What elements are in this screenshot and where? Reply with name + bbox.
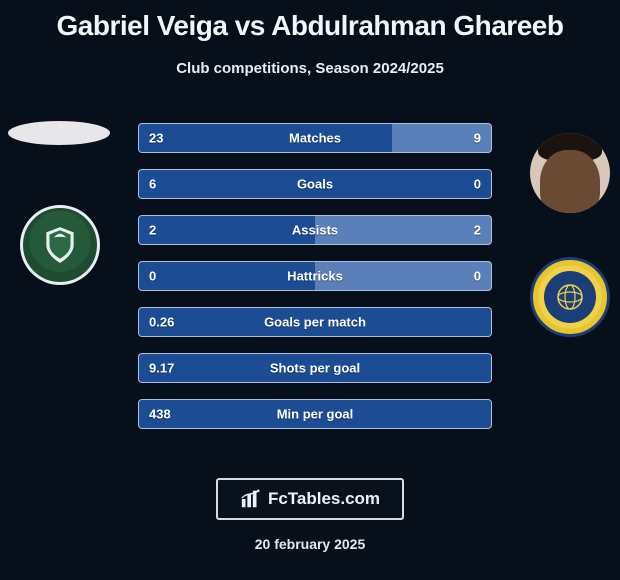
club-right-logo <box>530 257 610 337</box>
branding-footer: FcTables.com <box>0 478 620 520</box>
stat-label: Goals per match <box>264 315 366 330</box>
shield-icon <box>39 224 81 266</box>
stat-left-value: 0 <box>149 269 156 284</box>
comparison-stage: 23 Matches 9 6 Goals 0 2 Assists 2 0 Hattricks 0 0.2… <box>0 107 620 467</box>
site-logo[interactable]: FcTables.com <box>216 478 404 520</box>
stat-row: 23 Matches 9 <box>138 123 492 153</box>
stat-label: Matches <box>289 131 341 146</box>
bars-icon <box>240 488 262 510</box>
stat-label: Min per goal <box>277 407 354 422</box>
page-title: Gabriel Veiga vs Abdulrahman Ghareeb <box>0 0 620 42</box>
stat-left-value: 2 <box>149 223 156 238</box>
stat-bars: 23 Matches 9 6 Goals 0 2 Assists 2 0 Hattricks 0 0.2… <box>138 123 492 445</box>
stat-left-fill <box>139 124 392 152</box>
stat-right-value: 0 <box>474 177 481 192</box>
stat-label: Hattricks <box>287 269 343 284</box>
stat-row: 0 Hattricks 0 <box>138 261 492 291</box>
stat-row: 6 Goals 0 <box>138 169 492 199</box>
stat-right-value: 2 <box>474 223 481 238</box>
globe-icon <box>555 282 585 312</box>
stat-label: Assists <box>292 223 338 238</box>
stat-label: Goals <box>297 177 333 192</box>
snapshot-date: 20 february 2025 <box>0 536 620 552</box>
stat-left-value: 23 <box>149 131 163 146</box>
stat-left-value: 9.17 <box>149 361 174 376</box>
stat-label: Shots per goal <box>270 361 360 376</box>
player-left-avatar <box>8 121 110 145</box>
stat-left-value: 6 <box>149 177 156 192</box>
stat-row: 438 Min per goal <box>138 399 492 429</box>
stat-row: 9.17 Shots per goal <box>138 353 492 383</box>
stat-right-value: 0 <box>474 269 481 284</box>
stat-row: 0.26 Goals per match <box>138 307 492 337</box>
stat-row: 2 Assists 2 <box>138 215 492 245</box>
player-right-avatar <box>530 133 610 213</box>
stat-left-fill <box>139 216 315 244</box>
stat-left-value: 0.26 <box>149 315 174 330</box>
season-subtitle: Club competitions, Season 2024/2025 <box>0 60 620 77</box>
stat-right-value: 9 <box>474 131 481 146</box>
club-left-logo <box>20 205 100 285</box>
stat-left-value: 438 <box>149 407 171 422</box>
site-name: FcTables.com <box>268 489 380 509</box>
